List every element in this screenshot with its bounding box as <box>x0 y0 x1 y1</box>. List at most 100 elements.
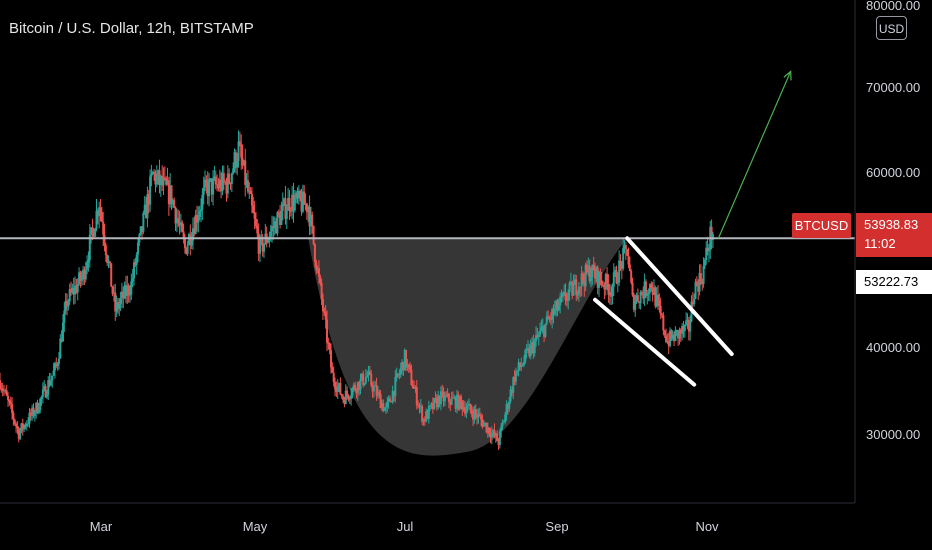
candle-body <box>595 267 598 279</box>
candle-body <box>233 152 236 169</box>
candle-body <box>384 406 387 408</box>
candle-body <box>510 389 513 393</box>
candle-body <box>419 406 422 408</box>
candle <box>291 186 294 220</box>
candle <box>643 273 646 306</box>
candle-body <box>320 283 323 300</box>
candle <box>707 244 710 263</box>
candle <box>254 212 257 229</box>
candle-body <box>291 194 294 212</box>
candle <box>301 184 304 214</box>
candle <box>295 190 298 204</box>
candle <box>154 170 157 193</box>
candle <box>395 367 398 382</box>
candle-body <box>612 272 615 287</box>
candle-body <box>647 292 650 294</box>
candle-body <box>197 216 200 223</box>
candle-body <box>446 393 449 397</box>
candle-body <box>659 305 662 315</box>
projection-arrow[interactable] <box>717 70 792 239</box>
candle-body <box>697 283 700 292</box>
candle <box>397 373 400 379</box>
candle-body <box>325 319 328 343</box>
candle-body <box>398 373 401 376</box>
candle <box>179 213 182 233</box>
candle <box>497 437 500 450</box>
candle <box>311 211 314 234</box>
candle-body <box>177 218 180 223</box>
last-price: 53938.83 <box>864 217 919 232</box>
candle <box>418 402 421 414</box>
flag-pattern[interactable] <box>593 236 734 387</box>
candle <box>208 172 211 207</box>
candle-body <box>545 316 548 324</box>
arrow-shaft[interactable] <box>717 71 792 239</box>
candle-body <box>116 302 119 309</box>
candle <box>334 377 337 397</box>
candle-body <box>627 255 630 265</box>
candle-body <box>547 316 550 320</box>
candle-body <box>208 179 211 197</box>
candle-body <box>421 406 424 422</box>
candle-body <box>141 226 144 232</box>
candle <box>652 279 655 296</box>
candle <box>228 168 231 185</box>
candle <box>17 426 20 443</box>
candle <box>465 402 468 419</box>
candle-body <box>342 396 345 400</box>
candle-body <box>5 390 8 396</box>
candle-body <box>580 273 583 287</box>
candle <box>602 280 605 287</box>
candle-body <box>19 430 22 439</box>
candle <box>79 270 82 288</box>
candle-body <box>0 388 3 390</box>
candle <box>695 276 698 287</box>
candle <box>31 404 34 421</box>
candle-body <box>472 413 475 420</box>
candle <box>430 402 433 409</box>
candle-body <box>711 234 714 240</box>
flag-line[interactable] <box>593 297 697 387</box>
candle-body <box>257 233 260 254</box>
candle-body <box>544 323 547 337</box>
candle-body <box>76 284 79 293</box>
candle <box>544 323 547 339</box>
candle <box>48 372 51 388</box>
candle <box>363 382 366 387</box>
candle <box>683 324 686 338</box>
candle <box>204 170 207 191</box>
candle <box>681 323 684 341</box>
candle <box>320 278 323 306</box>
candle <box>313 243 316 268</box>
candle <box>572 274 575 296</box>
currency-button[interactable]: USD <box>876 16 907 40</box>
candle <box>133 259 136 286</box>
candle-body <box>435 397 438 408</box>
candle-body <box>256 225 259 234</box>
candle-body <box>374 385 377 387</box>
candle-body <box>112 292 115 294</box>
candle <box>356 381 359 401</box>
flag-line[interactable] <box>625 236 734 356</box>
candle <box>7 392 10 407</box>
candle-body <box>224 181 227 183</box>
candle <box>189 224 192 256</box>
candle <box>277 209 280 218</box>
candle <box>431 397 434 414</box>
candle-body <box>250 193 253 206</box>
candle-body <box>506 404 509 409</box>
candle <box>297 185 300 205</box>
candle-body <box>41 389 44 397</box>
candle <box>374 381 377 387</box>
candle-body <box>47 380 50 395</box>
candle <box>90 227 93 244</box>
candle <box>547 310 550 320</box>
candle <box>667 332 670 355</box>
candle-body <box>707 249 710 252</box>
candle <box>474 404 477 420</box>
candle <box>134 257 137 268</box>
candle-body <box>103 234 106 246</box>
candle <box>216 174 219 192</box>
x-tick-label: May <box>242 519 268 534</box>
